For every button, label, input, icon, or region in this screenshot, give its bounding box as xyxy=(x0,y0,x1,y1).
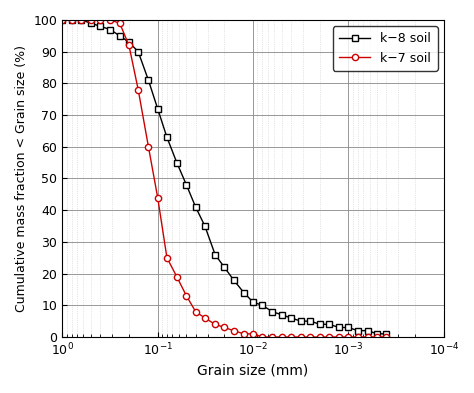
k−7 soil xyxy=(59,18,65,22)
k−7 soil xyxy=(337,334,342,339)
k−7 soil xyxy=(164,255,170,260)
k−8 soil xyxy=(126,40,132,44)
k−7 soil xyxy=(174,274,180,279)
k−7 soil xyxy=(365,334,370,339)
Line: k−7 soil: k−7 soil xyxy=(59,17,390,340)
k−7 soil xyxy=(136,87,141,92)
k−8 soil xyxy=(241,290,246,295)
k−8 soil xyxy=(88,21,94,26)
k−7 soil xyxy=(308,334,313,339)
k−7 soil xyxy=(79,18,84,22)
k−7 soil xyxy=(279,334,284,339)
k−7 soil xyxy=(126,43,132,48)
k−8 soil xyxy=(164,135,170,140)
k−7 soil xyxy=(383,334,389,339)
k−7 soil xyxy=(326,334,332,339)
k−8 soil xyxy=(97,24,103,29)
k−7 soil xyxy=(97,18,103,22)
k−8 soil xyxy=(346,325,351,330)
k−8 soil xyxy=(146,78,151,83)
k−8 soil xyxy=(269,309,275,314)
k−8 soil xyxy=(337,325,342,330)
k−8 soil xyxy=(308,319,313,323)
k−8 soil xyxy=(155,107,161,111)
k−8 soil xyxy=(212,252,218,257)
k−7 soil xyxy=(202,316,208,320)
k−7 soil xyxy=(374,334,380,339)
k−8 soil xyxy=(183,182,189,187)
k−7 soil xyxy=(183,294,189,298)
k−8 soil xyxy=(383,331,389,336)
Legend: k−8 soil, k−7 soil: k−8 soil, k−7 soil xyxy=(333,26,438,71)
k−7 soil xyxy=(117,21,123,26)
k−8 soil xyxy=(288,316,294,320)
k−8 soil xyxy=(231,277,237,282)
k−8 soil xyxy=(69,18,74,22)
k−8 soil xyxy=(136,50,141,54)
Line: k−8 soil: k−8 soil xyxy=(59,17,390,337)
k−8 soil xyxy=(326,322,332,327)
k−8 soil xyxy=(355,328,361,333)
k−7 soil xyxy=(250,331,256,336)
k−8 soil xyxy=(221,265,227,270)
k−7 soil xyxy=(288,334,294,339)
k−8 soil xyxy=(279,312,284,317)
k−7 soil xyxy=(259,334,265,339)
k−8 soil xyxy=(79,18,84,22)
k−8 soil xyxy=(59,18,65,22)
k−7 soil xyxy=(146,145,151,149)
k−8 soil xyxy=(250,300,256,305)
k−7 soil xyxy=(355,334,361,339)
k−8 soil xyxy=(259,303,265,308)
k−7 soil xyxy=(317,334,323,339)
k−7 soil xyxy=(221,325,227,330)
k−8 soil xyxy=(365,328,370,333)
k−7 soil xyxy=(155,195,161,200)
k−7 soil xyxy=(69,18,74,22)
k−8 soil xyxy=(374,331,380,336)
k−8 soil xyxy=(107,27,113,32)
k−7 soil xyxy=(193,309,199,314)
k−8 soil xyxy=(117,33,123,38)
X-axis label: Grain size (mm): Grain size (mm) xyxy=(198,364,309,378)
k−7 soil xyxy=(269,334,275,339)
k−7 soil xyxy=(88,18,94,22)
Y-axis label: Cumulative mass fraction < Grain size (%): Cumulative mass fraction < Grain size (%… xyxy=(15,45,28,312)
k−7 soil xyxy=(346,334,351,339)
k−8 soil xyxy=(317,322,323,327)
k−7 soil xyxy=(241,331,246,336)
k−7 soil xyxy=(212,322,218,327)
k−7 soil xyxy=(231,328,237,333)
k−8 soil xyxy=(202,224,208,228)
k−8 soil xyxy=(174,160,180,165)
k−8 soil xyxy=(193,205,199,209)
k−8 soil xyxy=(298,319,304,323)
k−7 soil xyxy=(298,334,304,339)
k−7 soil xyxy=(107,18,113,22)
